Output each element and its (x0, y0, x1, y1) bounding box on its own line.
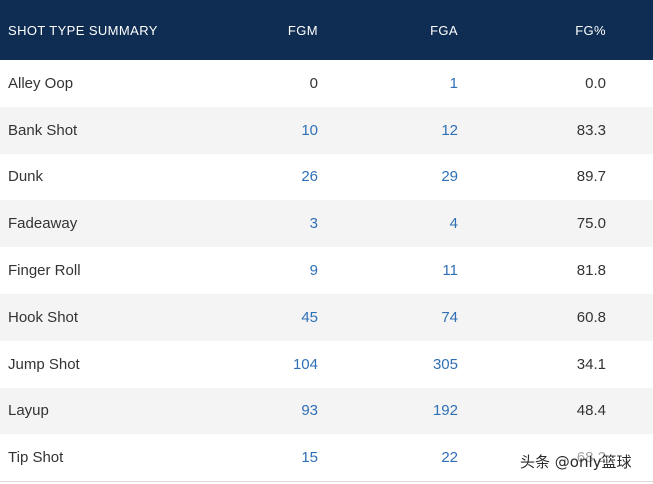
fgm-cell: 0 (309, 74, 318, 92)
fga-cell[interactable]: 29 (441, 168, 458, 186)
fga-cell[interactable]: 11 (442, 262, 458, 280)
fg-pct-cell: 89.7 (576, 168, 606, 186)
shot-type-cell: Dunk (8, 168, 44, 186)
header-fg-pct[interactable]: FG% (575, 22, 606, 38)
fg-pct-cell: 48.4 (576, 402, 606, 420)
table-row: Alley Oop 0 1 0.0 (0, 60, 653, 107)
fg-pct-cell: 75.0 (576, 215, 606, 233)
fgm-cell[interactable]: 3 (309, 215, 318, 233)
fgm-cell[interactable]: 10 (301, 121, 318, 139)
fga-cell[interactable]: 22 (441, 449, 458, 467)
fgm-cell[interactable]: 45 (301, 308, 318, 326)
table-header: SHOT TYPE SUMMARY FGM FGA FG% (0, 0, 653, 60)
fg-pct-cell: 81.8 (576, 262, 606, 280)
fgm-cell[interactable]: 9 (309, 262, 318, 280)
fg-pct-cell: 60.8 (576, 308, 606, 326)
shot-type-cell: Fadeaway (8, 215, 78, 233)
fga-cell[interactable]: 1 (449, 74, 458, 92)
fg-pct-cell: 83.3 (576, 121, 606, 139)
shot-type-cell: Jump Shot (8, 355, 80, 373)
fgm-cell[interactable]: 26 (301, 168, 318, 186)
fga-cell[interactable]: 305 (432, 355, 458, 373)
shot-type-cell: Bank Shot (8, 121, 78, 139)
table-row: Layup 93 192 48.4 (0, 387, 653, 435)
shot-type-cell: Layup (8, 402, 49, 420)
shot-type-cell: Alley Oop (8, 74, 74, 92)
header-shot-type[interactable]: SHOT TYPE SUMMARY (8, 22, 158, 38)
table-row: Finger Roll 9 11 81.8 (0, 247, 653, 294)
table-row: Fadeaway 3 4 75.0 (0, 200, 653, 248)
shot-type-cell: Finger Roll (8, 262, 81, 280)
fgm-cell[interactable]: 104 (292, 355, 318, 373)
header-fgm[interactable]: FGM (287, 22, 318, 38)
fgm-cell[interactable]: 93 (301, 402, 318, 420)
fg-pct-cell: 34.1 (576, 355, 606, 373)
header-fga[interactable]: FGA (430, 22, 458, 38)
shot-type-cell: Tip Shot (8, 449, 64, 467)
table-bottom-border (0, 481, 653, 482)
fgm-cell[interactable]: 15 (301, 449, 318, 467)
table-body: Alley Oop 0 1 0.0 Bank Shot 10 12 83.3 Dunk 26 29 8… (0, 60, 653, 482)
fga-cell[interactable]: 12 (441, 121, 458, 139)
watermark: 头条 @only篮球 (516, 451, 636, 472)
fga-cell[interactable]: 74 (441, 308, 458, 326)
fg-pct-cell: 0.0 (585, 74, 606, 92)
table-row: Dunk 26 29 89.7 (0, 153, 653, 201)
table-row: Hook Shot 45 74 60.8 (0, 293, 653, 341)
table-row: Bank Shot 10 12 83.3 (0, 106, 653, 154)
table-row: Jump Shot 104 305 34.1 (0, 340, 653, 388)
fga-cell[interactable]: 192 (432, 402, 458, 420)
shot-type-cell: Hook Shot (8, 308, 79, 326)
fga-cell[interactable]: 4 (449, 215, 458, 233)
